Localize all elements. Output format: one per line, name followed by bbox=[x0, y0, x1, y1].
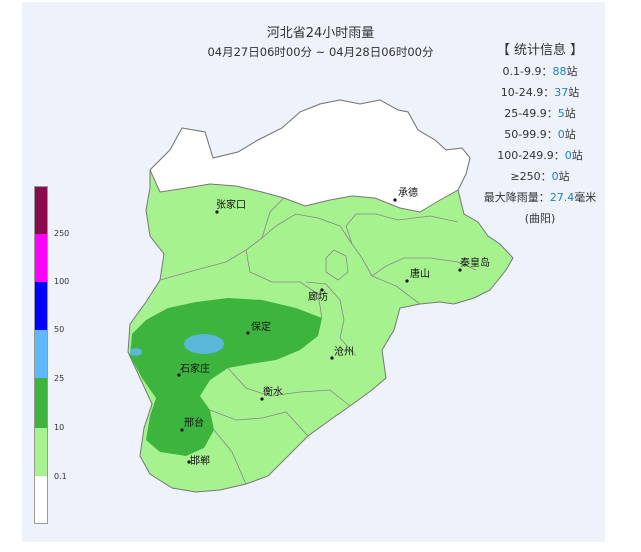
stats-row: 0.1-9.9：88站 bbox=[470, 61, 610, 82]
stats-unit: 站 bbox=[558, 170, 570, 183]
city-markers bbox=[177, 198, 462, 464]
city-label-shijiazhuang: 石家庄 bbox=[180, 362, 210, 375]
stats-count: 0 bbox=[564, 149, 572, 162]
stats-panel: 【 统计信息 】 0.1-9.9：88站 10-24.9：37站 25-49.9… bbox=[470, 40, 610, 229]
legend-label: 25 bbox=[54, 374, 65, 383]
city-label-handan: 邯郸 bbox=[190, 454, 210, 467]
stats-count: 5 bbox=[557, 107, 565, 120]
stats-row: 10-24.9：37站 bbox=[470, 82, 610, 103]
legend-swatch bbox=[35, 330, 47, 378]
city-label-zhangjiakou: 张家口 bbox=[216, 198, 246, 211]
city-label-xingtai: 邢台 bbox=[184, 416, 204, 429]
stats-count: 88 bbox=[552, 65, 567, 78]
legend-swatch bbox=[35, 378, 47, 428]
stats-max-value: 27.4 bbox=[549, 191, 575, 204]
legend-bar bbox=[34, 186, 48, 524]
medium-rain-area bbox=[130, 298, 322, 456]
stats-range: 25-49.9： bbox=[504, 107, 558, 120]
city-label-langfang: 廊坊 bbox=[308, 290, 328, 303]
stats-count: 0 bbox=[557, 128, 565, 141]
stats-range: 0.1-9.9： bbox=[502, 65, 553, 78]
stats-max: 最大降雨量：27.4毫米 bbox=[470, 187, 610, 208]
stats-count: 37 bbox=[554, 86, 569, 99]
stats-row: 100-249.9：0站 bbox=[470, 145, 610, 166]
stats-max-station: (曲阳) bbox=[524, 212, 556, 225]
stats-range: ≥250： bbox=[510, 170, 552, 183]
stats-row: 25-49.9：5站 bbox=[470, 103, 610, 124]
prefecture-boundaries bbox=[159, 197, 477, 485]
city-label-baoding: 保定 bbox=[251, 320, 271, 333]
stats-count: 0 bbox=[551, 170, 559, 183]
legend-label: 50 bbox=[54, 325, 65, 334]
north-no-rain-area bbox=[149, 99, 471, 213]
stats-range: 10-24.9： bbox=[500, 86, 555, 99]
legend-label: 10 bbox=[54, 423, 65, 432]
stats-max-unit: 毫米 bbox=[574, 191, 597, 204]
city-label-qinhuangdao: 秦皇岛 bbox=[460, 256, 490, 269]
stats-range: 50-99.9： bbox=[504, 128, 558, 141]
legend-label: 0.1 bbox=[54, 472, 67, 481]
legend-label: 100 bbox=[54, 277, 70, 286]
stats-header: 【 统计信息 】 bbox=[496, 43, 584, 58]
stats-unit: 站 bbox=[571, 149, 583, 162]
stats-unit: 站 bbox=[564, 128, 576, 141]
legend-swatch bbox=[35, 476, 47, 523]
stats-range: 100-249.9： bbox=[497, 149, 565, 162]
stats-unit: 站 bbox=[568, 86, 580, 99]
city-label-hengshui: 衡水 bbox=[263, 386, 283, 398]
stats-unit: 站 bbox=[564, 107, 576, 120]
city-label-chengde: 承德 bbox=[398, 186, 418, 199]
legend-swatch bbox=[35, 234, 47, 282]
heavy-rain-patch bbox=[184, 334, 224, 354]
stats-unit: 站 bbox=[566, 65, 578, 78]
map-title: 河北省24小时雨量 bbox=[266, 26, 375, 41]
legend-label: 250 bbox=[54, 229, 70, 238]
stats-row: ≥250：0站 bbox=[470, 166, 610, 187]
legend-swatch bbox=[35, 282, 47, 330]
heavy-rain-patch bbox=[130, 348, 142, 356]
city-label-cangzhou: 沧州 bbox=[334, 345, 354, 358]
legend-swatch bbox=[35, 187, 47, 234]
map-subtitle: 04月27日06时00分 ~ 04月28日06时00分 bbox=[207, 45, 434, 59]
legend-swatch bbox=[35, 428, 47, 476]
city-label-tangshan: 唐山 bbox=[410, 267, 430, 280]
stats-row: 50-99.9：0站 bbox=[470, 124, 610, 145]
stats-max-label: 最大降雨量： bbox=[483, 191, 550, 204]
